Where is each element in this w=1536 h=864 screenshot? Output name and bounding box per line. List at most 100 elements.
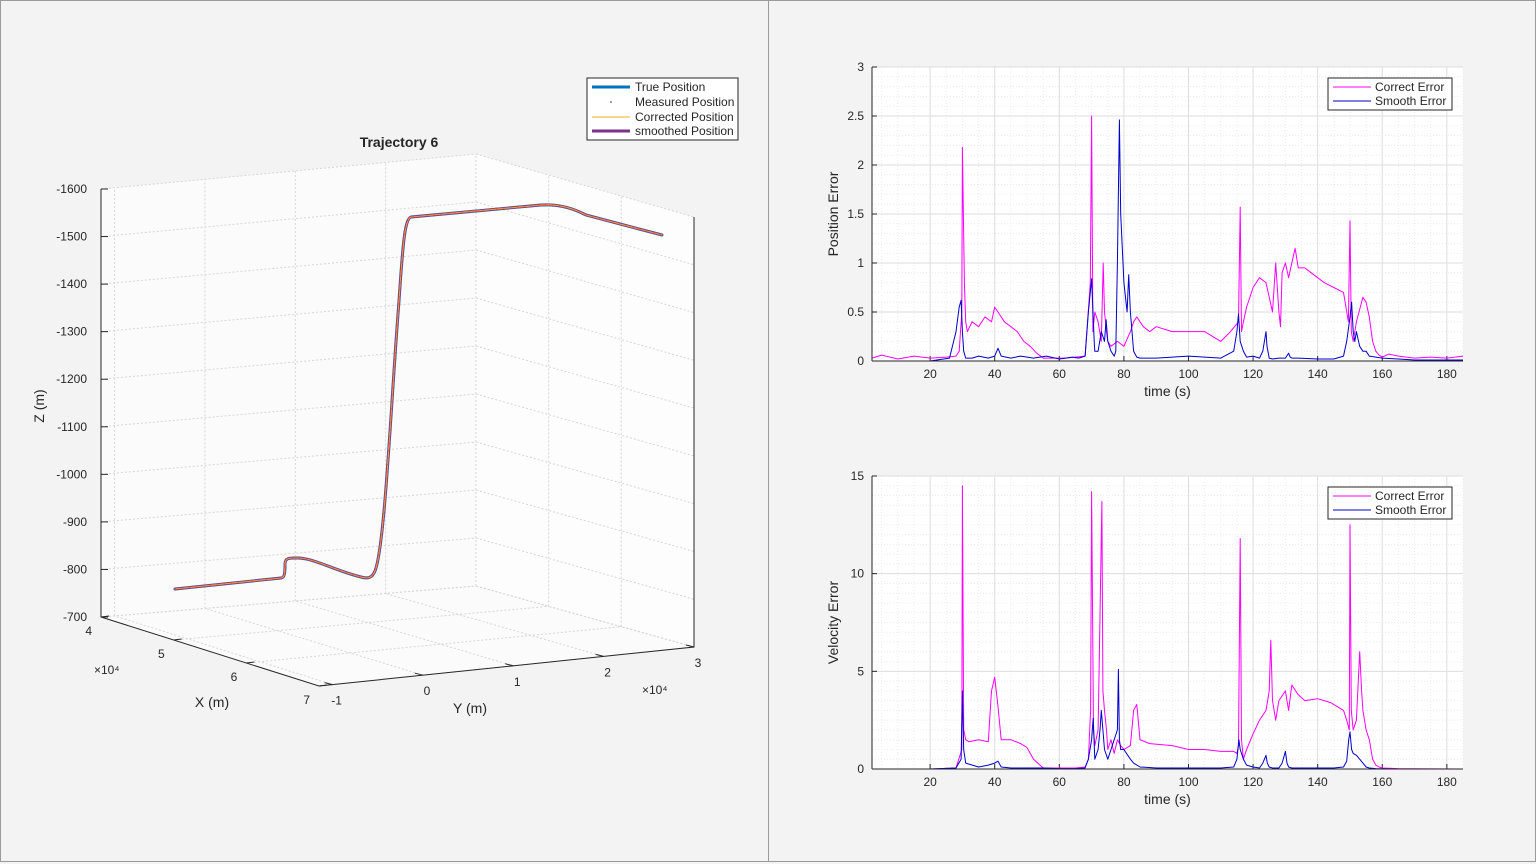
x-tick-label: 160 (1372, 775, 1392, 789)
trajectory-grid (100, 153, 695, 687)
y-exponent: ×10⁴ (642, 683, 668, 697)
y-tick-label: 1 (857, 256, 864, 270)
z-gridline (100, 393, 477, 428)
x-tick-label: 140 (1308, 367, 1328, 381)
y-gridline (385, 592, 604, 657)
y-tick-label: 0 (857, 762, 864, 776)
y-tick-label: 10 (851, 567, 865, 581)
y-axis-label: Position Error (825, 171, 841, 256)
x-tick-mark (100, 615, 110, 618)
y-tick-label: 0 (857, 354, 864, 368)
z-gridline (475, 393, 695, 457)
y-axis-label: Y (m) (453, 700, 487, 716)
y-gridline (475, 585, 695, 648)
z-tick-label: -700 (63, 610, 87, 624)
x-tick-label: 120 (1243, 367, 1263, 381)
z-gridline (100, 441, 477, 475)
z-tick-label: -1500 (56, 230, 87, 244)
legend-entry: Correct Error (1375, 80, 1444, 94)
z-tick-label: -900 (63, 515, 87, 529)
y-tick-label: 2 (857, 158, 864, 172)
x-tick-label: 40 (988, 367, 1002, 381)
trajectory-legend: True Position Measured Position Correcte… (586, 77, 739, 141)
x-gridline (246, 626, 622, 664)
z-gridline (475, 249, 695, 314)
z-gridline (475, 441, 695, 505)
y-tick-label: 0.5 (847, 305, 864, 319)
x-tick-label: 140 (1308, 775, 1328, 789)
z-gridline (475, 201, 695, 266)
error-panel: 20 40 60 80 100 120 140 160 180 0 0.5 1 1.5 2 2.5 3 time… (768, 0, 1536, 862)
series-smooth-error (872, 668, 1463, 770)
y-tick-label: -1 (331, 694, 342, 708)
z-tick-label: -800 (63, 562, 87, 576)
y-tick-label: 0 (424, 684, 431, 698)
x-tick-label: 160 (1372, 367, 1392, 381)
z-gridline (475, 345, 695, 409)
z-gridline (100, 153, 477, 190)
x-gridline (100, 585, 477, 618)
x-tick-label: 100 (1178, 367, 1198, 381)
y-tick-label: 5 (857, 664, 864, 678)
y-tick-label: 1.5 (847, 207, 864, 221)
series-correct-error (872, 485, 1464, 770)
legend-entry: Correct Error (1375, 489, 1444, 503)
trajectory-ticks: -1600 -1500 -1400 -1300 -1200 -1100 -1000 -900 -… (56, 182, 701, 708)
x-axis-label: X (m) (195, 694, 229, 710)
y-tick-mark (685, 644, 695, 648)
legend-swatch-measured (610, 101, 612, 103)
z-gridline (100, 201, 477, 238)
x-tick-label: 40 (988, 775, 1002, 789)
z-gridline (475, 297, 695, 361)
back-wall-right (476, 154, 694, 647)
x-tick-label: 180 (1437, 367, 1457, 381)
x-tick-mark (318, 684, 328, 687)
y-gridline (204, 607, 424, 676)
legend-true: True Position (635, 80, 705, 94)
z-axis-label: Z (m) (31, 389, 47, 422)
z-tick-label: -1300 (56, 325, 87, 339)
y-tick-label: 15 (851, 469, 865, 483)
series-smooth-error (872, 119, 1463, 362)
x-tick-label: 180 (1437, 775, 1457, 789)
x-tick-label: 100 (1178, 775, 1198, 789)
y-tick-label: 3 (857, 60, 864, 74)
y-tick-mark (595, 653, 604, 657)
z-tick-label: -1400 (56, 277, 87, 291)
x-axis-label: time (s) (1144, 791, 1191, 807)
legend-measured: Measured Position (635, 95, 734, 109)
y-gridline (295, 600, 514, 667)
x-tick-label: 7 (303, 693, 310, 707)
legend-entry: Smooth Error (1375, 94, 1446, 108)
x-exponent: ×10⁴ (94, 663, 120, 677)
z-gridline (475, 489, 695, 552)
z-gridline (100, 537, 477, 570)
floor-pane (101, 586, 694, 686)
track-measured-points (174, 204, 663, 590)
legend-smoothed: smoothed Position (635, 124, 734, 138)
z-gridline (100, 297, 477, 333)
velocity-error-chart: 20 40 60 80 100 120 140 160 180 0 5 10 15 time (s) Vel… (825, 469, 1464, 807)
z-tick-label: -1600 (56, 182, 87, 196)
y-tick-mark (505, 663, 514, 667)
legend-entry: Smooth Error (1375, 503, 1446, 517)
x-tick-mark (246, 661, 255, 664)
z-tick-label: -1000 (56, 467, 87, 481)
x-tick-label: 6 (231, 670, 238, 684)
error-charts: 20 40 60 80 100 120 140 160 18000.511.522.53time… (825, 60, 1464, 807)
x-tick-label: 20 (923, 775, 937, 789)
trajectory-3d-chart: -1600 -1500 -1400 -1300 -1200 -1100 -1000 -900 -… (31, 77, 739, 716)
legend-corrected: Corrected Position (635, 110, 734, 124)
x-axis-label: time (s) (1144, 383, 1191, 399)
z-gridline (100, 489, 477, 523)
x-tick-label: 60 (1053, 367, 1067, 381)
y-tick-label: 1 (514, 675, 521, 689)
x-gridline (173, 605, 549, 641)
x-tick-label: 4 (85, 624, 92, 638)
trajectory-tracks (173, 203, 664, 591)
x-tick-label: 80 (1117, 367, 1131, 381)
z-gridline (475, 537, 695, 600)
y-tick-label: 2 (604, 665, 611, 679)
